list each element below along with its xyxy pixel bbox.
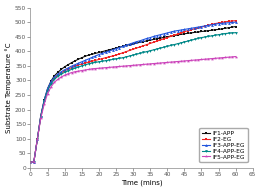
IF2-EG — [138, 46, 141, 48]
IF3-APP-EG — [207, 24, 210, 26]
Line: IF2-EG: IF2-EG — [29, 19, 237, 163]
IF4-APP-EG — [234, 31, 237, 34]
Line: IF3-APP-EG: IF3-APP-EG — [29, 21, 237, 164]
Line: IF1-APP: IF1-APP — [29, 25, 237, 163]
IF2-EG — [101, 57, 104, 60]
IF4-APP-EG — [70, 68, 73, 70]
IF1-APP — [101, 50, 104, 53]
IF2-EG — [234, 20, 237, 22]
IF5-APP-EG — [70, 71, 73, 74]
IF4-APP-EG — [101, 60, 104, 62]
Legend: IF1-APP, IF2-EG, IF3-APP-EG, IF4-APP-EG, IF5-APP-EG: IF1-APP, IF2-EG, IF3-APP-EG, IF4-APP-EG,… — [199, 128, 248, 162]
Line: IF4-APP-EG: IF4-APP-EG — [29, 31, 237, 164]
IF2-EG — [152, 41, 155, 43]
Line: IF5-APP-EG: IF5-APP-EG — [29, 55, 237, 164]
IF2-EG — [29, 161, 32, 163]
IF5-APP-EG — [234, 55, 237, 58]
IF1-APP — [234, 25, 237, 28]
IF3-APP-EG — [234, 21, 237, 23]
IF5-APP-EG — [138, 64, 141, 66]
IF5-APP-EG — [29, 161, 32, 163]
IF1-APP — [70, 62, 73, 64]
IF3-APP-EG — [101, 52, 104, 55]
IF4-APP-EG — [152, 49, 155, 51]
IF2-EG — [70, 66, 73, 69]
IF3-APP-EG — [138, 40, 141, 42]
IF4-APP-EG — [138, 52, 141, 55]
IF1-APP — [152, 38, 155, 41]
IF5-APP-EG — [101, 67, 104, 69]
IF4-APP-EG — [29, 161, 32, 163]
IF5-APP-EG — [77, 70, 80, 72]
IF3-APP-EG — [29, 161, 32, 163]
IF1-APP — [138, 41, 141, 43]
IF2-EG — [77, 64, 80, 66]
IF1-APP — [77, 58, 80, 60]
IF5-APP-EG — [207, 58, 210, 60]
IF3-APP-EG — [77, 62, 80, 65]
IF4-APP-EG — [207, 35, 210, 38]
IF4-APP-EG — [77, 66, 80, 68]
IF1-APP — [207, 29, 210, 32]
IF3-APP-EG — [70, 65, 73, 67]
IF1-APP — [29, 161, 32, 163]
IF2-EG — [207, 24, 210, 26]
X-axis label: Time (mins): Time (mins) — [121, 180, 162, 186]
Y-axis label: Substrate Temperature °C: Substrate Temperature °C — [6, 42, 12, 133]
IF5-APP-EG — [152, 62, 155, 65]
IF3-APP-EG — [152, 35, 155, 38]
